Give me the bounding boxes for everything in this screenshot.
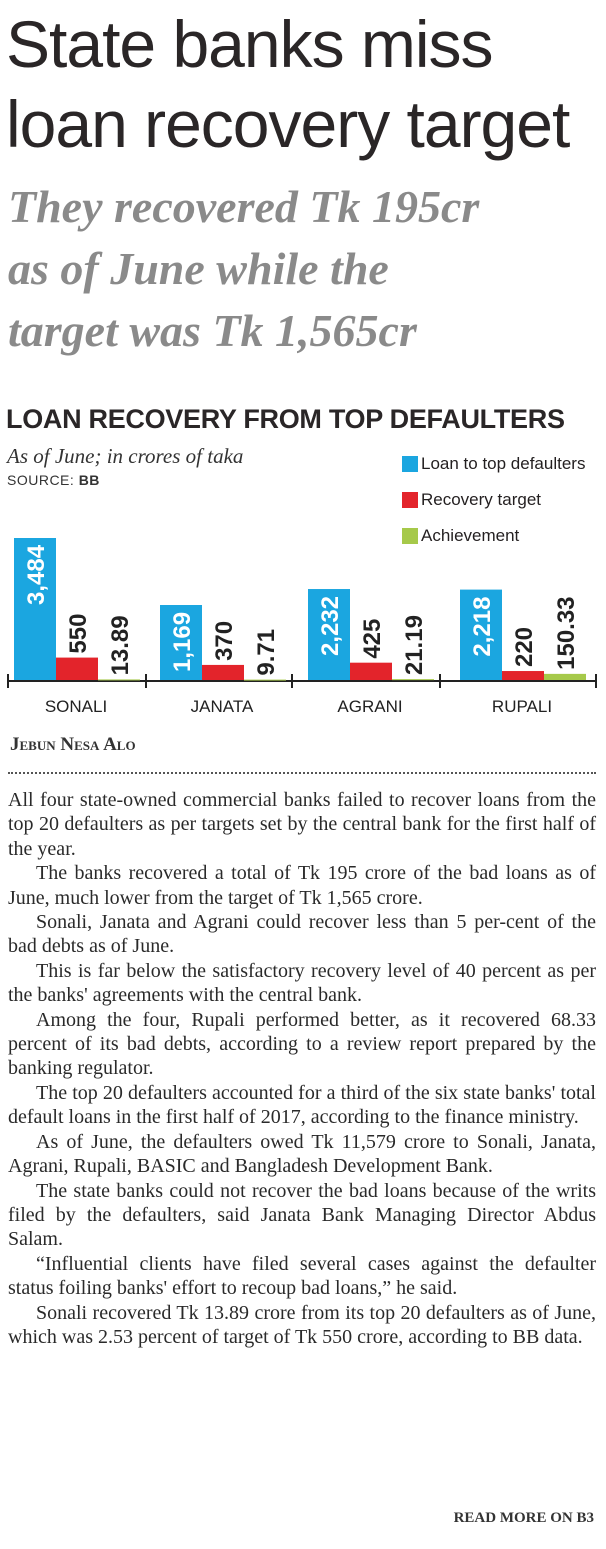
paragraph: The top 20 defaulters accounted for a th… — [8, 1081, 596, 1129]
legend-item-achievement: Achievement — [402, 518, 585, 554]
legend-swatch — [402, 456, 418, 472]
article-body: All four state-owned commercial banks fa… — [8, 788, 596, 1349]
data-label: 2,218 — [469, 597, 496, 657]
paragraph: This is far below the satisfactory recov… — [8, 959, 596, 1007]
bar-janata-loan — [160, 605, 202, 680]
bar-sonali-achievement — [98, 679, 140, 681]
bar-sonali-loan — [14, 538, 56, 680]
subheadline-line-3: target was Tk 1,565cr — [8, 305, 417, 356]
legend-label: Recovery target — [421, 490, 541, 509]
headline-line-2: loan recovery target — [6, 87, 570, 161]
paragraph: Among the four, Rupali performed better,… — [8, 1008, 596, 1080]
chart-title: LOAN RECOVERY FROM TOP DEFAULTERS — [6, 404, 565, 434]
subheadline-line-1: They recovered Tk 195cr — [8, 181, 480, 232]
paragraph: The state banks could not recover the ba… — [8, 1179, 596, 1251]
bar-sonali-target — [56, 657, 98, 680]
headline-line-1: State banks miss — [6, 7, 494, 81]
legend-swatch — [402, 492, 418, 508]
data-label: 1,169 — [169, 612, 196, 672]
subheadline-line-2: as of June while the — [8, 243, 389, 294]
category-label: SONALI — [45, 697, 107, 716]
legend-item-target: Recovery target — [402, 482, 585, 518]
legend-label: Loan to top defaulters — [421, 454, 586, 473]
source-label: SOURCE: — [7, 472, 75, 488]
legend-swatch — [402, 528, 418, 544]
paragraph: “Influential clients have filed several … — [8, 1252, 596, 1300]
paragraph: The banks recovered a total of Tk 195 cr… — [8, 862, 596, 909]
bar-janata-achievement — [244, 679, 286, 681]
chart-legend: Loan to top defaulters Recovery target A… — [402, 446, 585, 554]
category-label: AGRANI — [337, 697, 402, 716]
read-more-link[interactable]: READ MORE ON B3 — [453, 1510, 594, 1526]
data-label: 13.89 — [107, 615, 134, 675]
data-label: 150.33 — [553, 596, 580, 669]
chart-source: SOURCE: BB — [7, 472, 100, 488]
category-label: RUPALI — [492, 697, 552, 716]
legend-item-loan: Loan to top defaulters — [402, 446, 585, 482]
dotted-divider — [8, 772, 596, 774]
bar-chart: SONALI JANATA AGRANI RUPALI 3,484 1,169 2,232 2… — [7, 538, 597, 716]
paragraph: Sonali, Janata and Agrani could recover … — [8, 911, 596, 958]
bar-agrani-achievement — [392, 679, 434, 681]
paragraph: As of June, the defaulters owed Tk 11,57… — [8, 1130, 596, 1178]
byline: Jebun Nesa Alo — [10, 734, 136, 755]
bar-agrani-target — [350, 662, 392, 680]
data-label: 425 — [359, 619, 386, 659]
paragraph: All four state-owned commercial banks fa… — [8, 789, 596, 860]
source-value: BB — [78, 472, 100, 488]
data-label: 9.71 — [253, 629, 280, 676]
bar-rupali-target — [502, 671, 544, 680]
category-label: JANATA — [191, 697, 254, 716]
bar-janata-target — [202, 664, 244, 680]
data-label: 550 — [65, 614, 92, 654]
bar-agrani-loan — [308, 589, 350, 680]
legend-label: Achievement — [421, 526, 520, 545]
bar-rupali-achievement — [544, 673, 586, 680]
chart-subtitle: As of June; in crores of taka — [7, 444, 244, 468]
data-label: 21.19 — [401, 615, 428, 675]
bar-rupali-loan — [460, 589, 502, 680]
data-label: 3,484 — [23, 544, 50, 605]
data-label: 2,232 — [317, 596, 344, 656]
data-label: 370 — [211, 621, 238, 661]
paragraph: Sonali recovered Tk 13.89 crore from its… — [8, 1301, 596, 1348]
data-label: 220 — [511, 627, 538, 667]
